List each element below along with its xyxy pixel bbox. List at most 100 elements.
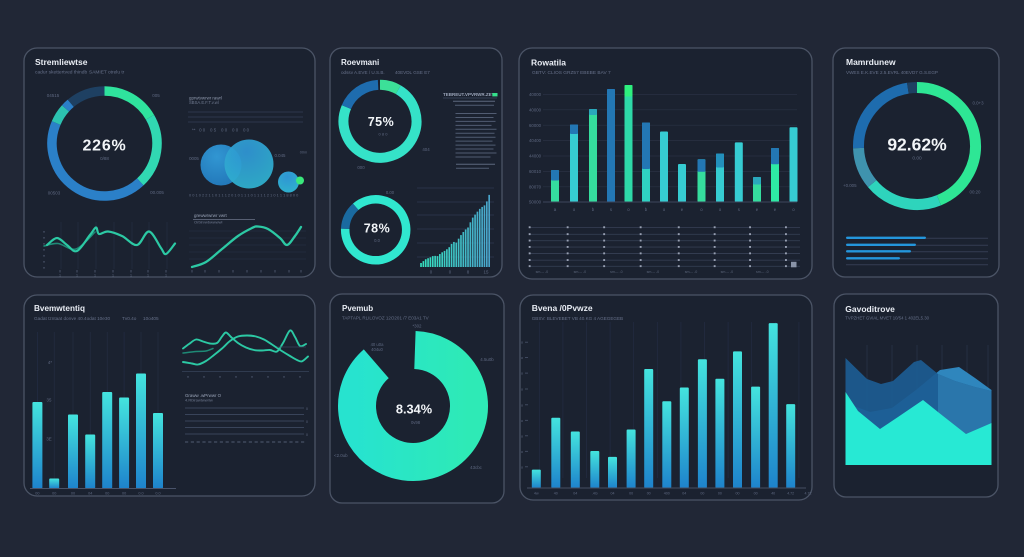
svg-text:15: 15 [484, 270, 489, 275]
svg-text:60010: 60010 [529, 169, 542, 174]
svg-text:00: 00 [718, 492, 722, 496]
svg-text:grewwrwrwr vwrt: grewwrwrwr vwrt [194, 213, 227, 218]
svg-text:0.0+3: 0.0+3 [972, 101, 984, 106]
svg-text:0: 0 [449, 270, 452, 275]
svg-text:Graww .wPrwwr O: Graww .wPrwwr O [185, 393, 222, 398]
svg-text:o: o [521, 341, 523, 345]
svg-text:00: 00 [700, 492, 704, 496]
svg-text:0: 0 [430, 270, 433, 275]
svg-text:0: 0 [306, 420, 308, 424]
svg-text:gprwtvwrwr rawrl: gprwtvwrwr rawrl [189, 96, 222, 101]
svg-text:.4G: .4G [592, 492, 598, 496]
svg-text:40400: 40400 [529, 138, 542, 143]
svg-text:00: 00 [52, 492, 56, 496]
svg-text:4w: 4w [534, 492, 539, 496]
svg-text:40000: 40000 [529, 92, 542, 97]
svg-text:00: 00 [122, 492, 126, 496]
svg-text:e: e [774, 207, 777, 212]
svg-text:o: o [521, 388, 523, 392]
svg-text:0/88: 0/88 [100, 156, 109, 161]
svg-text:sm--- -0: sm--- -0 [756, 270, 769, 274]
svg-text:00: 00 [736, 492, 740, 496]
svg-text:0.0: 0.0 [155, 492, 160, 496]
svg-text:92.62%: 92.62% [887, 135, 947, 155]
svg-text:o: o [627, 207, 630, 212]
svg-text:SAMIET: SAMIET [89, 70, 107, 76]
svg-text:otrelu tr: otrelu tr [108, 70, 125, 76]
svg-text:04: 04 [682, 492, 686, 496]
svg-text:Tv0.4o: Tv0.4o [122, 316, 137, 321]
svg-text:TAPTAPL RLILOVOZ 12O201 /7 E03: TAPTAPL RLILOVOZ 12O201 /7 E03A1 TV [342, 316, 429, 321]
svg-text:0.00: 0.00 [386, 190, 395, 195]
svg-text:00: 00 [35, 492, 39, 496]
svg-text:78%: 78% [364, 222, 391, 236]
svg-text:o: o [521, 403, 523, 407]
svg-text:Stremliewtse: Stremliewtse [35, 57, 88, 67]
svg-text:o: o [700, 207, 703, 212]
svg-text:3E: 3E [46, 437, 51, 442]
svg-text:1: 1 [76, 274, 78, 278]
svg-text:o: o [521, 372, 523, 376]
svg-text:0v98: 0v98 [411, 420, 421, 425]
svg-text:0.0: 0.0 [374, 238, 380, 243]
svg-text:40: 40 [771, 492, 775, 496]
svg-text:4.5u0b: 4.5u0b [480, 357, 494, 362]
svg-text:00:20: 00:20 [970, 190, 982, 195]
svg-text:1: 1 [165, 274, 167, 278]
svg-text:00: 00 [629, 492, 633, 496]
svg-text:4.Rblrawtwwrlw: 4.Rblrawtwwrlw [185, 398, 213, 403]
svg-text:404u0: 404u0 [371, 347, 383, 352]
svg-text:00: 00 [647, 492, 651, 496]
svg-text:60000: 60000 [529, 123, 542, 128]
svg-text:00: 00 [71, 492, 75, 496]
svg-text:0: 0 [306, 433, 308, 437]
svg-text:00m: 00m [300, 151, 307, 155]
svg-text:40: 40 [554, 492, 558, 496]
svg-text:00: 00 [754, 492, 758, 496]
svg-text:005: 005 [152, 93, 160, 98]
svg-text:sm--- -0: sm--- -0 [721, 270, 734, 274]
svg-text:o: o [792, 207, 795, 212]
svg-text:** 0 0 0 5 0 0 0 0: ** 0 0 0 5 0 0 0 0 0 0 [192, 128, 250, 133]
svg-text:0005: 0005 [189, 156, 199, 161]
svg-text:40 u0a: 40 u0a [371, 342, 384, 347]
svg-text:b: b [645, 207, 648, 212]
svg-text:Rowatila: Rowatila [531, 58, 566, 68]
svg-text:0.00: 0.00 [912, 156, 922, 162]
svg-text:0.0: 0.0 [138, 492, 143, 496]
svg-text:35: 35 [47, 398, 52, 403]
svg-text:TVPZHET GVIAL MVET 10/54 1 402: TVPZHET GVIAL MVET 10/54 1 402EL5.30 [845, 316, 929, 321]
svg-text:4.72: 4.72 [805, 492, 812, 496]
svg-text:e: e [681, 207, 684, 212]
svg-text:sm--- -0: sm--- -0 [536, 270, 549, 274]
svg-text:404: 404 [422, 147, 430, 152]
svg-text:Orblrvwbwwwwl: Orblrvwbwwwwl [194, 220, 223, 225]
svg-text:Bvemwtentiq: Bvemwtentiq [34, 304, 85, 313]
svg-text:00.005: 00.005 [150, 190, 164, 195]
svg-text:Pvemub: Pvemub [342, 304, 373, 313]
svg-text:1: 1 [94, 274, 96, 278]
svg-text:o: o [663, 207, 666, 212]
svg-text:0.045: 0.045 [275, 153, 287, 158]
svg-text:sm--- -0: sm--- -0 [685, 270, 698, 274]
svg-text:Gavoditrove: Gavoditrove [845, 304, 895, 314]
svg-text:o: o [521, 419, 523, 423]
svg-text:o: o [521, 465, 523, 469]
svg-text:Bvena /0Pvwze: Bvena /0Pvwze [532, 303, 593, 313]
svg-text:0 0 1 0 2 2 1 1 0 1 1 1 2 0 1: 0 0 1 0 2 2 1 1 0 1 1 1 2 0 1 0 1 1 1 0 … [189, 193, 299, 198]
svg-text:o: o [719, 207, 722, 212]
svg-text:o: o [573, 207, 576, 212]
svg-text:400: 400 [664, 492, 670, 496]
svg-text:43cbc: 43cbc [470, 465, 483, 470]
svg-text:cadur skettertved thindb: cadur skettertved thindb [35, 70, 87, 76]
svg-text:Mamrdunew: Mamrdunew [846, 57, 896, 67]
svg-text:GBSV: BLEVEBET VB 40.KG 4 AGE: GBSV: BLEVEBET VB 40.KG 4 AGEGEGEB [532, 316, 623, 321]
svg-text:1: 1 [59, 274, 61, 278]
svg-text:50000: 50000 [529, 200, 542, 205]
svg-text:TEBREUT.VPVRWR.ZET: TEBREUT.VPVRWR.ZET [443, 92, 495, 97]
svg-text:4*: 4* [48, 360, 52, 365]
svg-text:0 8 0: 0 8 0 [379, 132, 389, 137]
svg-text:o: o [521, 450, 523, 454]
svg-text:8.34%: 8.34% [396, 402, 433, 417]
svg-text:VWES E.K.EVE 2.5.EVRL 40EVD7 G: VWES E.K.EVE 2.5.EVRL 40EVD7 G.S.EGP [846, 70, 938, 75]
